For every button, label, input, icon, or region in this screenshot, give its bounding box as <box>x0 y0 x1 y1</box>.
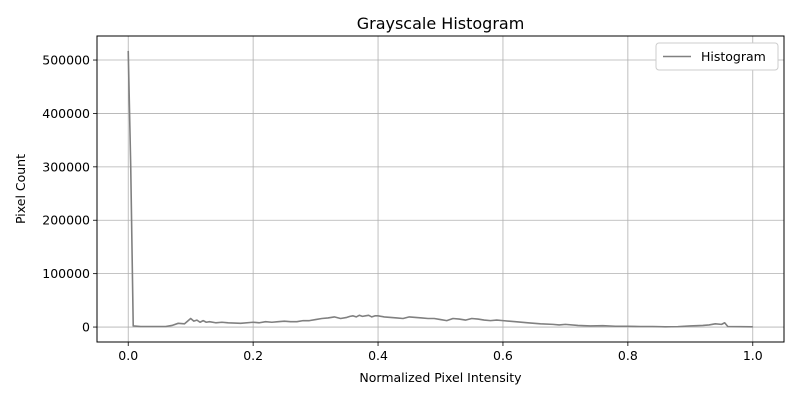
plot-background <box>97 36 784 342</box>
x-tick-label: 1.0 <box>743 348 763 363</box>
y-tick-label: 500000 <box>42 53 90 68</box>
plot-frame <box>96 35 785 343</box>
x-tick-label: 0.2 <box>243 348 263 363</box>
x-tick-label: 0.6 <box>493 348 513 363</box>
y-tick-label: 0 <box>82 320 90 335</box>
chart-title: Grayscale Histogram <box>357 14 525 33</box>
y-tick-label: 100000 <box>42 266 90 281</box>
y-tick-label: 400000 <box>42 106 90 121</box>
legend-box <box>655 42 779 71</box>
y-axis: 0 100000 200000 300000 400000 500000 <box>42 53 97 335</box>
x-tick-label: 0.0 <box>118 348 138 363</box>
x-axis: 0.0 0.2 0.4 0.6 0.8 1.0 <box>118 342 763 363</box>
x-tick-label: 0.8 <box>618 348 638 363</box>
x-tick-label: 0.4 <box>368 348 388 363</box>
x-axis-label: Normalized Pixel Intensity <box>359 370 522 385</box>
series-line-histogram <box>127 50 753 328</box>
legend: Histogram <box>655 42 779 71</box>
legend-label-histogram: Histogram <box>701 49 766 64</box>
y-tick-label: 300000 <box>42 159 90 174</box>
y-axis-label: Pixel Count <box>13 154 28 224</box>
y-tick-label: 200000 <box>42 213 90 228</box>
plot-area: 0.0 0.2 0.4 0.6 0.8 1.0 0 100000 200000 300000 40… <box>42 35 785 363</box>
